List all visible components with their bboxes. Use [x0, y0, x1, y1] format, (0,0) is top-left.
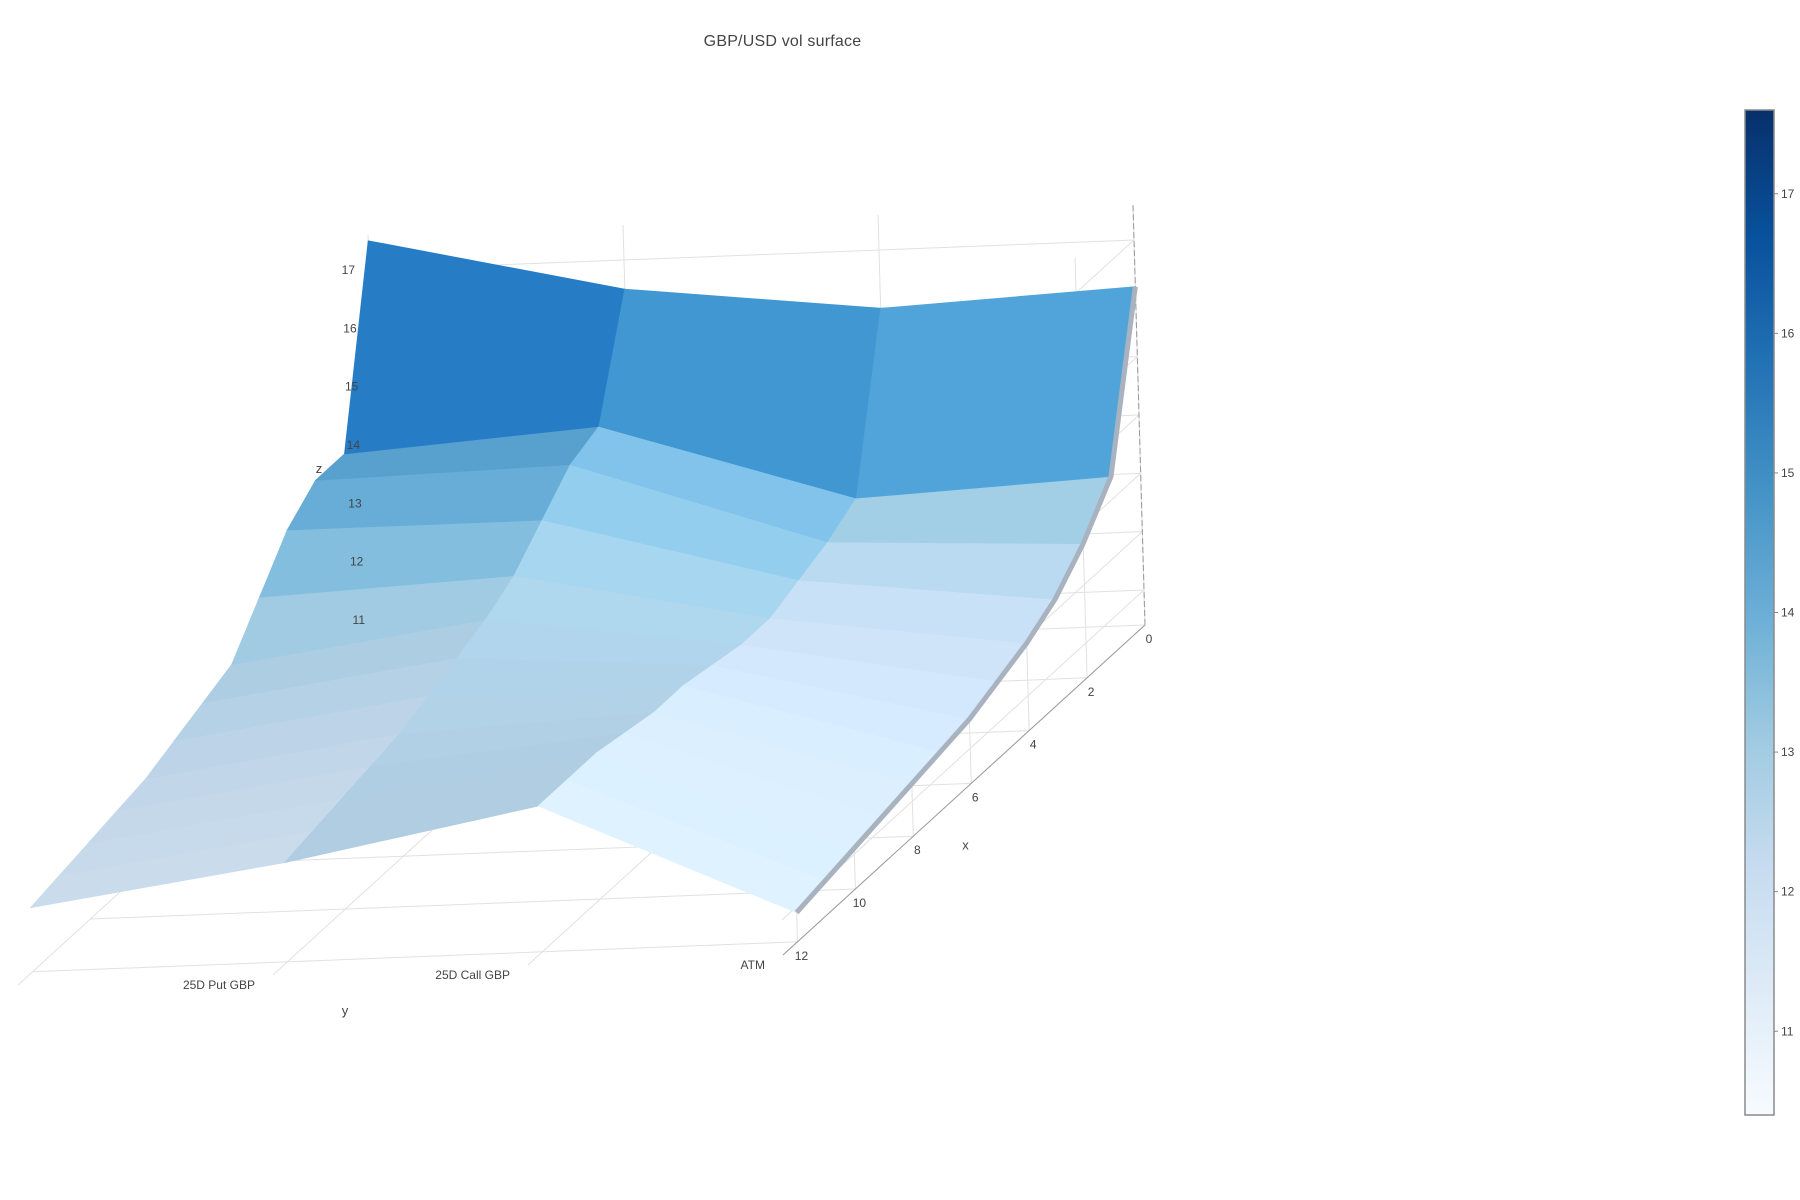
- z-tick-label: 11: [353, 613, 366, 627]
- surface-edge: [794, 286, 1138, 915]
- grid-line: [32, 941, 798, 973]
- x-axis-title: x: [962, 838, 969, 853]
- z-tick-label: 17: [342, 263, 356, 277]
- colorbar-tick-label: 16: [1781, 326, 1795, 340]
- colorbar-tick-label: 14: [1781, 606, 1795, 620]
- y-axis-title: y: [342, 1003, 349, 1018]
- x-tick-label: 0: [1146, 632, 1153, 646]
- z-tick-label: 15: [345, 380, 359, 394]
- z-axis-line: [1132, 204, 1146, 626]
- colorbar-tick-label: 15: [1781, 466, 1795, 480]
- chart-title: GBP/USD vol surface: [703, 33, 862, 50]
- colorbar: 11 12 13 14 15 16 17: [1744, 109, 1795, 1116]
- colorbar-tick-label: 11: [1781, 1024, 1794, 1038]
- colorbar-tick-label: 17: [1781, 187, 1795, 201]
- colorbar-gradient: [1744, 109, 1775, 1116]
- z-tick-label: 12: [350, 555, 364, 569]
- z-tick-label: 13: [348, 496, 362, 510]
- grid-line: [90, 888, 856, 920]
- surface-patch[interactable]: [344, 240, 626, 455]
- x-tick-label: 8: [914, 843, 921, 857]
- x-tick-label: 4: [1030, 738, 1037, 752]
- colorbar-tick-label: 12: [1781, 885, 1795, 899]
- z-tick-label: 16: [343, 321, 357, 335]
- x-tick-label: 2: [1088, 685, 1095, 699]
- y-tick-label: ATM: [741, 958, 765, 972]
- surface-patch[interactable]: [855, 286, 1136, 499]
- z-tick-label: 14: [347, 438, 361, 452]
- colorbar-tick-label: 13: [1781, 745, 1795, 759]
- y-tick-label: 25D Put GBP: [183, 978, 255, 992]
- x-tick-label: 6: [972, 790, 979, 804]
- x-tick-label: 10: [853, 896, 867, 910]
- y-tick-label: 25D Call GBP: [435, 968, 510, 982]
- x-axis-line: [782, 624, 1146, 956]
- z-axis-title: z: [316, 461, 323, 476]
- x-tick-label: 12: [795, 949, 809, 963]
- vol-surface[interactable]: [29, 240, 1138, 915]
